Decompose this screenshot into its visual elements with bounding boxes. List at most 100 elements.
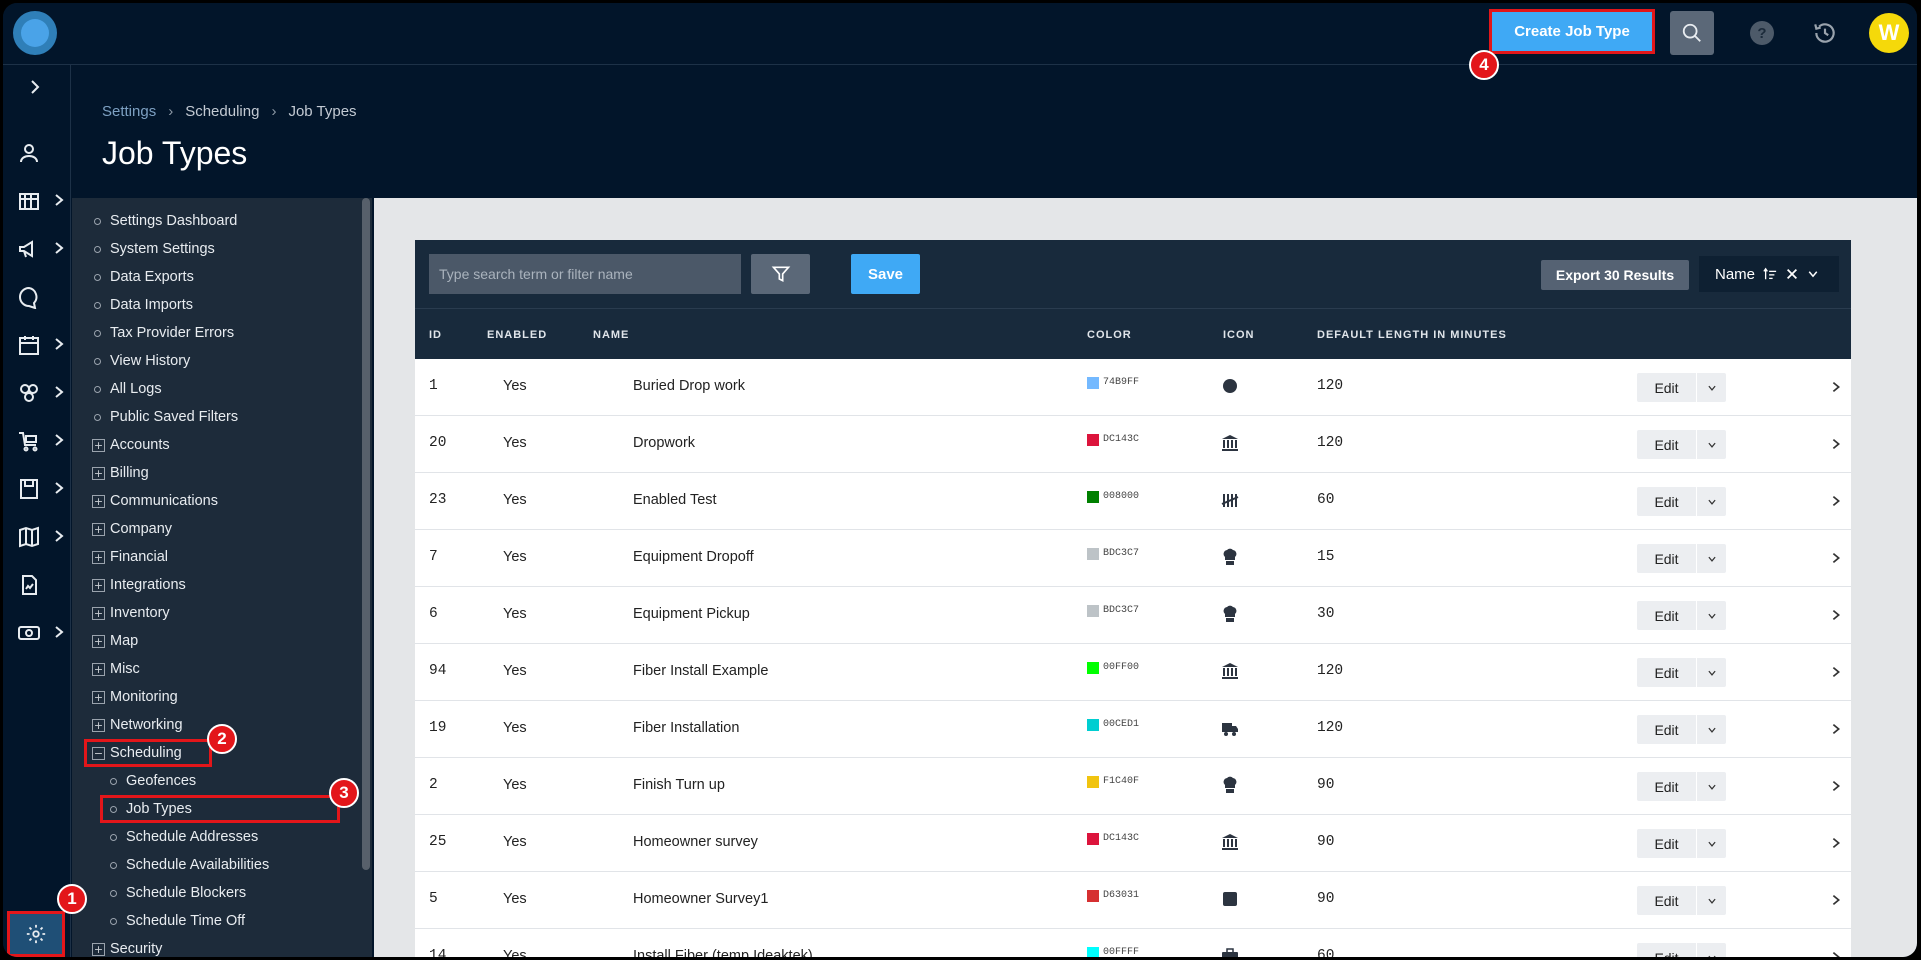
table-row[interactable]: 6 Yes Equipment Pickup BDC3C7 30 Edit <box>415 587 1851 644</box>
tree-item[interactable]: Tax Provider Errors <box>94 322 234 344</box>
col-color[interactable]: COLOR <box>1087 329 1132 341</box>
global-search-button[interactable] <box>1670 11 1714 55</box>
edit-button[interactable]: Edit <box>1637 487 1696 516</box>
rail-item-messages[interactable] <box>3 277 71 317</box>
export-button[interactable]: Export 30 Results <box>1541 260 1689 290</box>
search-input[interactable] <box>429 254 741 294</box>
chevron-down-icon[interactable] <box>1807 268 1819 280</box>
edit-dropdown-button[interactable] <box>1697 829 1726 858</box>
tree-item[interactable]: System Settings <box>94 238 215 260</box>
tree-item[interactable]: + Accounts <box>92 434 170 456</box>
chevron-right-icon[interactable] <box>1829 437 1843 451</box>
chevron-right-icon[interactable] <box>1829 950 1843 957</box>
tree-item[interactable]: + Billing <box>92 462 149 484</box>
tree-item[interactable]: Schedule Availabilities <box>110 854 269 876</box>
col-icon[interactable]: ICON <box>1223 329 1255 341</box>
tree-item[interactable]: + Map <box>92 630 138 652</box>
tree-item[interactable]: − Scheduling <box>92 742 182 764</box>
rail-item-inventory[interactable] <box>3 421 71 461</box>
tree-item[interactable]: View History <box>94 350 190 372</box>
chevron-right-icon[interactable] <box>1829 380 1843 394</box>
edit-button[interactable]: Edit <box>1637 601 1696 630</box>
breadcrumb-scheduling[interactable]: Scheduling <box>185 103 260 120</box>
edit-dropdown-button[interactable] <box>1697 772 1726 801</box>
tree-item[interactable]: + Financial <box>92 546 168 568</box>
table-row[interactable]: 25 Yes Homeowner survey DC143C 90 Edit <box>415 815 1851 872</box>
edit-dropdown-button[interactable] <box>1697 373 1726 402</box>
table-row[interactable]: 7 Yes Equipment Dropoff BDC3C7 15 Edit <box>415 530 1851 587</box>
edit-button[interactable]: Edit <box>1637 544 1696 573</box>
rail-item-maps[interactable] <box>3 517 71 557</box>
edit-dropdown-button[interactable] <box>1697 487 1726 516</box>
col-enabled[interactable]: ENABLED <box>487 329 548 341</box>
tree-item[interactable]: Schedule Time Off <box>110 910 245 932</box>
chevron-right-icon[interactable] <box>1829 551 1843 565</box>
chevron-right-icon[interactable] <box>1829 893 1843 907</box>
filter-button[interactable] <box>751 254 810 294</box>
table-row[interactable]: 20 Yes Dropwork DC143C 120 Edit <box>415 416 1851 473</box>
tree-item[interactable]: Data Exports <box>94 266 194 288</box>
tree-scrollbar[interactable] <box>362 198 370 870</box>
edit-button[interactable]: Edit <box>1637 715 1696 744</box>
rail-item-settings[interactable] <box>7 911 65 957</box>
edit-dropdown-button[interactable] <box>1697 430 1726 459</box>
edit-button[interactable]: Edit <box>1637 373 1696 402</box>
sort-selector[interactable]: Name <box>1699 256 1839 292</box>
edit-dropdown-button[interactable] <box>1697 943 1726 957</box>
chevron-right-icon[interactable] <box>1829 665 1843 679</box>
table-row[interactable]: 5 Yes Homeowner Survey1 D63031 90 Edit <box>415 872 1851 929</box>
col-name[interactable]: NAME <box>593 329 630 341</box>
table-row[interactable]: 14 Yes Install Fiber (temp Ideaktek) 00FFFF… <box>415 929 1851 957</box>
rail-item-contacts[interactable] <box>3 133 71 173</box>
edit-button[interactable]: Edit <box>1637 430 1696 459</box>
tree-item[interactable]: Data Imports <box>94 294 193 316</box>
chevron-right-icon[interactable] <box>1829 608 1843 622</box>
edit-button[interactable]: Edit <box>1637 943 1696 957</box>
tree-item[interactable]: + Communications <box>92 490 218 512</box>
rail-item-reports[interactable] <box>3 565 71 605</box>
app-logo[interactable] <box>13 11 57 55</box>
expand-rail-icon[interactable] <box>25 77 45 97</box>
rail-item-finance[interactable] <box>3 613 71 653</box>
rail-item-marketing[interactable] <box>3 229 71 269</box>
save-button[interactable]: Save <box>851 254 920 294</box>
user-avatar[interactable]: W <box>1869 13 1909 53</box>
edit-button[interactable]: Edit <box>1637 772 1696 801</box>
edit-button[interactable]: Edit <box>1637 829 1696 858</box>
tree-item[interactable]: Geofences <box>110 770 196 792</box>
tree-item[interactable]: Settings Dashboard <box>94 210 237 232</box>
edit-dropdown-button[interactable] <box>1697 544 1726 573</box>
rail-item-billing[interactable] <box>3 181 71 221</box>
chevron-right-icon[interactable] <box>1829 779 1843 793</box>
table-row[interactable]: 94 Yes Fiber Install Example 00FF00 120 Edit <box>415 644 1851 701</box>
table-row[interactable]: 19 Yes Fiber Installation 00CED1 120 Edit <box>415 701 1851 758</box>
tree-item[interactable]: Schedule Addresses <box>110 826 258 848</box>
chevron-right-icon[interactable] <box>1829 494 1843 508</box>
table-row[interactable]: 23 Yes Enabled Test 008000 60 Edit <box>415 473 1851 530</box>
breadcrumb-settings[interactable]: Settings <box>102 103 157 120</box>
tree-item[interactable]: + Networking <box>92 714 183 736</box>
chevron-right-icon[interactable] <box>1829 836 1843 850</box>
history-button[interactable] <box>1803 11 1847 55</box>
edit-button[interactable]: Edit <box>1637 658 1696 687</box>
tree-item[interactable]: Public Saved Filters <box>94 406 238 428</box>
tree-item[interactable]: + Inventory <box>92 602 170 624</box>
rail-item-network[interactable] <box>3 373 71 413</box>
tree-item[interactable]: + Misc <box>92 658 140 680</box>
create-job-type-button[interactable]: Create Job Type <box>1489 9 1655 54</box>
chevron-right-icon[interactable] <box>1829 722 1843 736</box>
help-button[interactable]: ? <box>1740 11 1784 55</box>
col-default-length[interactable]: DEFAULT LENGTH IN MINUTES <box>1317 329 1507 341</box>
clear-sort-icon[interactable] <box>1785 267 1799 281</box>
sort-ascending-icon[interactable] <box>1763 267 1777 281</box>
edit-button[interactable]: Edit <box>1637 886 1696 915</box>
col-id[interactable]: ID <box>429 329 442 341</box>
edit-dropdown-button[interactable] <box>1697 601 1726 630</box>
tree-item[interactable]: All Logs <box>94 378 162 400</box>
rail-item-documents[interactable] <box>3 469 71 509</box>
edit-dropdown-button[interactable] <box>1697 886 1726 915</box>
table-row[interactable]: 1 Yes Buried Drop work 74B9FF 120 Edit <box>415 359 1851 416</box>
edit-dropdown-button[interactable] <box>1697 715 1726 744</box>
edit-dropdown-button[interactable] <box>1697 658 1726 687</box>
tree-item[interactable]: Schedule Blockers <box>110 882 246 904</box>
